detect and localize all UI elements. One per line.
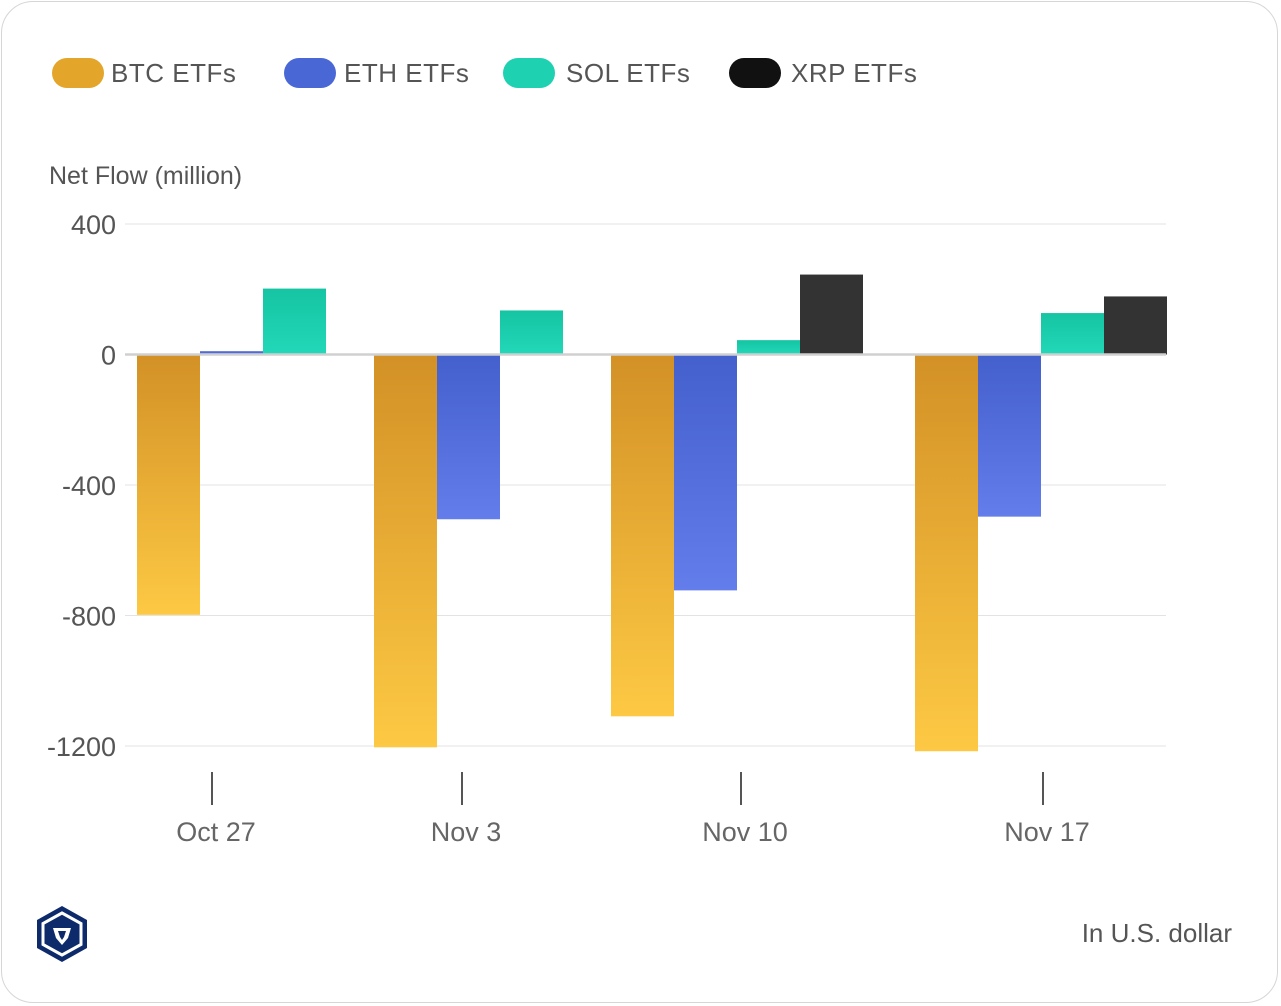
x-tick-label: Oct 27 bbox=[176, 817, 256, 847]
x-tick-label: Nov 10 bbox=[702, 817, 788, 847]
legend-swatch-btc bbox=[52, 58, 104, 88]
bar-eth-oct-27[interactable] bbox=[200, 351, 263, 355]
legend-item-xrp[interactable]: XRP ETFs bbox=[729, 58, 917, 88]
bars bbox=[137, 274, 1167, 752]
y-tick-label: -400 bbox=[62, 471, 116, 501]
y-tick-label: -800 bbox=[62, 602, 116, 632]
bar-xrp-nov-17[interactable] bbox=[1104, 296, 1167, 355]
y-tick-label: 0 bbox=[101, 341, 116, 371]
legend-label-btc: BTC ETFs bbox=[111, 58, 236, 88]
bar-btc-nov-3[interactable] bbox=[374, 354, 437, 748]
bar-btc-nov-17[interactable] bbox=[915, 354, 978, 752]
legend-label-eth: ETH ETFs bbox=[344, 58, 469, 88]
bar-sol-oct-27[interactable] bbox=[263, 288, 326, 355]
x-tick-label: Nov 3 bbox=[431, 817, 502, 847]
y-tick-label: 400 bbox=[71, 210, 116, 240]
bar-sol-nov-3[interactable] bbox=[500, 310, 563, 355]
bar-btc-oct-27[interactable] bbox=[137, 354, 200, 615]
x-tick-label: Nov 17 bbox=[1004, 817, 1090, 847]
legend-label-xrp: XRP ETFs bbox=[791, 58, 917, 88]
y-tick-label: -1200 bbox=[47, 732, 116, 762]
bar-xrp-nov-10[interactable] bbox=[800, 274, 863, 355]
legend-swatch-eth bbox=[284, 58, 336, 88]
bar-eth-nov-17[interactable] bbox=[978, 354, 1041, 517]
legend-item-eth[interactable]: ETH ETFs bbox=[284, 58, 469, 88]
bar-sol-nov-17[interactable] bbox=[1041, 313, 1104, 355]
legend-item-btc[interactable]: BTC ETFs bbox=[52, 58, 236, 88]
legend-swatch-xrp bbox=[729, 58, 781, 88]
legend-label-sol: SOL ETFs bbox=[566, 58, 690, 88]
x-ticks: Oct 27 Nov 3 Nov 10 Nov 17 bbox=[176, 772, 1090, 847]
bar-eth-nov-3[interactable] bbox=[437, 354, 500, 520]
bar-btc-nov-10[interactable] bbox=[611, 354, 674, 717]
legend-item-sol[interactable]: SOL ETFs bbox=[503, 58, 690, 88]
currency-footnote: In U.S. dollar bbox=[1082, 918, 1233, 948]
bar-sol-nov-10[interactable] bbox=[737, 340, 800, 355]
crypto-com-logo-icon bbox=[37, 906, 87, 962]
y-tick-labels: 400 0 -400 -800 -1200 bbox=[47, 210, 116, 762]
y-axis-title: Net Flow (million) bbox=[49, 162, 242, 190]
legend-swatch-sol bbox=[503, 58, 555, 88]
bar-eth-nov-10[interactable] bbox=[674, 354, 737, 591]
legend: BTC ETFs ETH ETFs SOL ETFs XRP ETFs bbox=[52, 58, 917, 88]
